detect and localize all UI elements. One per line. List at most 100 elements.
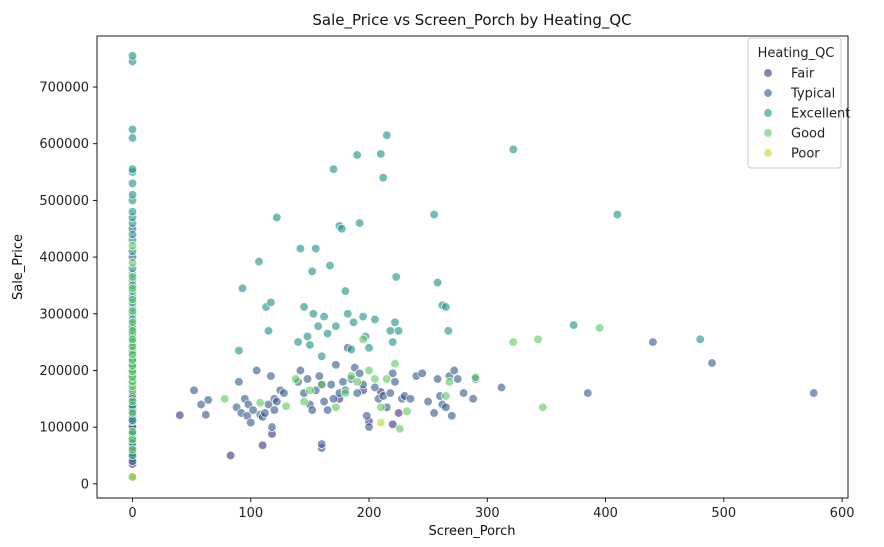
data-point-excellent: [127, 190, 138, 200]
data-point-good: [340, 388, 351, 398]
data-point-good: [470, 372, 481, 382]
data-point-typical: [234, 377, 244, 387]
data-point-excellent: [364, 343, 374, 353]
data-point-poor: [376, 417, 386, 428]
data-point-excellent: [508, 144, 518, 155]
data-point-excellent: [293, 337, 303, 347]
data-point-excellent: [266, 297, 276, 308]
data-point-excellent: [391, 272, 401, 282]
data-point-typical: [405, 394, 416, 404]
data-point-excellent: [234, 345, 244, 356]
data-point-typical: [583, 388, 593, 398]
data-point-good: [305, 385, 315, 395]
data-point-fair: [388, 419, 398, 429]
legend-marker-good: [763, 128, 773, 138]
y-tick-label: 400000: [39, 251, 89, 266]
data-point-typical: [429, 408, 439, 418]
data-point-typical: [809, 388, 819, 398]
data-point-good: [127, 427, 138, 437]
data-point-typical: [648, 337, 658, 347]
data-point-good: [127, 317, 138, 327]
y-axis-title: Sale_Price: [11, 234, 26, 300]
data-point-good: [220, 394, 230, 404]
y-tick-label: 300000: [39, 307, 89, 322]
data-point-good: [331, 402, 341, 412]
x-tick-label: 0: [128, 506, 136, 521]
data-point-excellent: [695, 334, 705, 344]
data-point-excellent: [443, 326, 453, 336]
data-point-good: [441, 391, 451, 401]
data-point-poor: [127, 472, 138, 482]
data-point-typical: [279, 388, 289, 398]
data-point-good: [395, 424, 405, 434]
data-point-typical: [449, 365, 459, 376]
data-point-excellent: [346, 344, 356, 355]
data-point-typical: [203, 395, 213, 405]
data-point-good: [402, 406, 412, 416]
data-point-excellent: [313, 321, 323, 331]
plot-area: [97, 36, 848, 498]
x-axis-title: Screen_Porch: [429, 524, 516, 539]
data-point-excellent: [127, 207, 138, 217]
data-point-fair: [393, 408, 404, 418]
data-point-good: [127, 326, 138, 336]
data-point-good: [291, 374, 301, 384]
data-point-excellent: [319, 311, 329, 322]
data-point-good: [127, 306, 138, 316]
data-point-excellent: [612, 209, 623, 220]
data-point-good: [352, 377, 362, 387]
data-point-excellent: [370, 314, 380, 325]
data-point-excellent: [348, 317, 359, 327]
data-point-excellent: [263, 326, 274, 336]
data-point-excellent: [308, 309, 319, 319]
legend: Heating_QC Fair Typical Excellent Good Poor: [747, 37, 850, 169]
data-point-good: [127, 272, 138, 282]
data-point-excellent: [432, 277, 443, 288]
legend-marker-typical: [763, 88, 773, 98]
data-point-typical: [317, 439, 327, 449]
x-tick-label: 600: [830, 506, 855, 521]
data-point-typical: [307, 405, 317, 415]
data-point-good: [127, 241, 138, 251]
data-point-typical: [338, 377, 348, 387]
data-point-good: [127, 283, 138, 293]
data-point-good: [127, 294, 138, 305]
data-point-excellent: [127, 164, 138, 174]
data-point-excellent: [307, 266, 317, 276]
data-point-good: [127, 408, 138, 418]
data-point-typical: [295, 365, 306, 376]
data-point-excellent: [382, 130, 392, 140]
data-point-typical: [354, 368, 365, 378]
data-point-typical: [252, 365, 262, 376]
data-point-good: [127, 396, 138, 407]
data-point-good: [127, 258, 138, 268]
x-tick-label: 100: [238, 506, 263, 521]
data-point-excellent: [352, 150, 362, 160]
data-point-good: [346, 371, 356, 381]
data-point-good: [364, 365, 374, 376]
data-point-excellent: [322, 328, 333, 339]
data-point-excellent: [272, 212, 282, 223]
data-point-excellent: [328, 164, 339, 174]
data-point-typical: [331, 360, 341, 370]
data-point-typical: [267, 422, 277, 432]
data-point-excellent: [237, 283, 248, 293]
data-point-good: [533, 334, 543, 344]
data-point-good: [358, 334, 368, 344]
data-point-typical: [201, 410, 211, 420]
data-point-excellent: [295, 243, 306, 254]
data-point-typical: [248, 405, 258, 415]
data-point-typical: [370, 382, 380, 393]
data-point-good: [127, 445, 138, 455]
data-point-excellent: [393, 326, 404, 336]
data-point-excellent: [331, 321, 341, 331]
x-tick-label: 200: [357, 506, 382, 521]
data-point-typical: [322, 405, 333, 415]
data-point-typical: [272, 396, 282, 407]
data-point-excellent: [378, 173, 388, 183]
data-point-typical: [246, 417, 256, 428]
data-point-typical: [423, 396, 433, 407]
data-point-excellent: [302, 331, 313, 342]
data-point-excellent: [127, 124, 138, 135]
data-point-excellent: [390, 317, 400, 327]
